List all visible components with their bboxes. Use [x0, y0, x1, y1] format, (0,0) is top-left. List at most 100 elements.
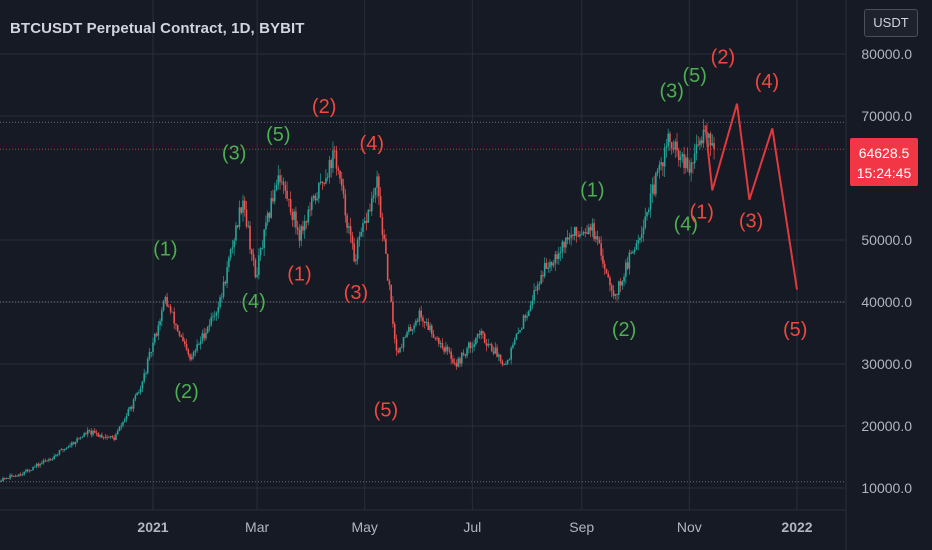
candle-body: [554, 254, 557, 264]
candle-body: [46, 460, 48, 462]
price-axis[interactable]: 80000.0 70000.0 50000.0 40000.0 30000.0 20000…: [861, 46, 912, 496]
candle-body: [97, 433, 100, 437]
candle-body: [549, 262, 551, 268]
candle-body: [79, 437, 82, 439]
candle-body: [639, 238, 641, 241]
candle-body: [88, 430, 91, 431]
candle-body: [108, 437, 110, 438]
candle-body: [595, 236, 597, 240]
wave-labels: (1)(2)(3)(4)(5)(2)(1)(4)(3)(5)(1)(2)(3)(…: [153, 46, 807, 421]
candle-body: [28, 470, 31, 472]
candle-body: [633, 249, 636, 252]
bar-countdown: 15:24:45: [857, 165, 912, 181]
candle-body: [18, 474, 20, 477]
candle-body: [609, 277, 611, 286]
candle-body: [503, 364, 505, 366]
time-tick-label: Nov: [677, 519, 702, 535]
candle-body: [501, 361, 504, 365]
candle-body: [7, 478, 10, 479]
wave-label-green: (5): [266, 124, 290, 146]
candle-body: [55, 454, 57, 457]
candle-body: [109, 436, 112, 438]
candle-body: [203, 333, 205, 339]
candle-body: [365, 220, 368, 223]
candle-body: [685, 157, 687, 168]
wave-label-green: (2): [612, 319, 636, 341]
candle-body: [526, 316, 528, 318]
candle-body: [263, 229, 265, 249]
price-tick-label: 30000.0: [861, 356, 912, 372]
candle-body: [309, 209, 311, 211]
candle-body: [236, 225, 239, 227]
candle-body: [201, 333, 204, 341]
time-tick-label: 2021: [137, 519, 168, 535]
candle-body: [37, 463, 40, 466]
wave-projection: [704, 103, 798, 290]
candle-body: [480, 331, 482, 335]
candle-body: [416, 320, 419, 322]
candle-body: [353, 243, 355, 262]
candle-body: [653, 184, 655, 195]
candle-body: [589, 227, 592, 231]
candle-body: [434, 337, 437, 339]
candle-body: [577, 235, 580, 237]
candle-body: [339, 170, 341, 179]
candle-body: [120, 425, 123, 427]
candle-body: [593, 223, 595, 240]
candle-body: [212, 316, 214, 318]
candle-body: [452, 359, 454, 363]
candle-body: [247, 225, 250, 227]
candle-body: [409, 327, 412, 331]
candle-body: [245, 209, 248, 227]
candle-body: [460, 352, 463, 364]
candle-body: [314, 195, 317, 201]
candle-body: [672, 148, 675, 150]
candle-body: [575, 227, 578, 236]
candle-body: [48, 459, 50, 461]
time-axis[interactable]: 2021 Mar May Jul Sep Nov 2022: [137, 519, 812, 535]
candle-body: [679, 156, 682, 161]
candle-body: [379, 195, 382, 218]
candle-body: [441, 343, 444, 348]
candle-body: [663, 147, 666, 167]
last-price-badge: [850, 138, 918, 186]
candle-body: [83, 433, 85, 437]
candle-body: [563, 241, 565, 248]
candle-body: [494, 347, 497, 354]
candle-body: [53, 456, 55, 460]
currency-button[interactable]: USDT: [864, 9, 918, 37]
candle-body: [60, 449, 63, 451]
candle-body: [330, 160, 333, 169]
candle-body: [328, 160, 331, 178]
candle-body: [175, 323, 177, 326]
candle-body: [162, 301, 165, 311]
candle-body: [187, 349, 190, 355]
wave-label-red: (5): [374, 400, 398, 422]
candle-body: [185, 344, 188, 350]
candle-body: [610, 285, 613, 291]
candle-body: [531, 300, 534, 306]
candle-body: [524, 315, 527, 318]
candle-body: [483, 333, 486, 344]
candle-body: [243, 200, 246, 210]
candle-body: [62, 449, 64, 451]
candle-body: [335, 150, 338, 169]
candle-body: [342, 185, 345, 195]
candle-body: [178, 331, 181, 336]
candle-body: [325, 178, 327, 184]
candle-body: [415, 320, 417, 326]
candle-body: [489, 344, 491, 345]
candle-body: [702, 129, 705, 144]
candle-body: [116, 431, 119, 435]
candle-body: [596, 236, 599, 240]
candle-body: [427, 322, 430, 330]
candle-body: [506, 359, 509, 365]
last-price-value: 64628.5: [859, 145, 910, 161]
candle-body: [286, 190, 288, 199]
candle-body: [496, 347, 498, 357]
candle-body: [139, 388, 142, 393]
time-tick-label: Sep: [569, 519, 594, 535]
candle-body: [72, 442, 75, 445]
